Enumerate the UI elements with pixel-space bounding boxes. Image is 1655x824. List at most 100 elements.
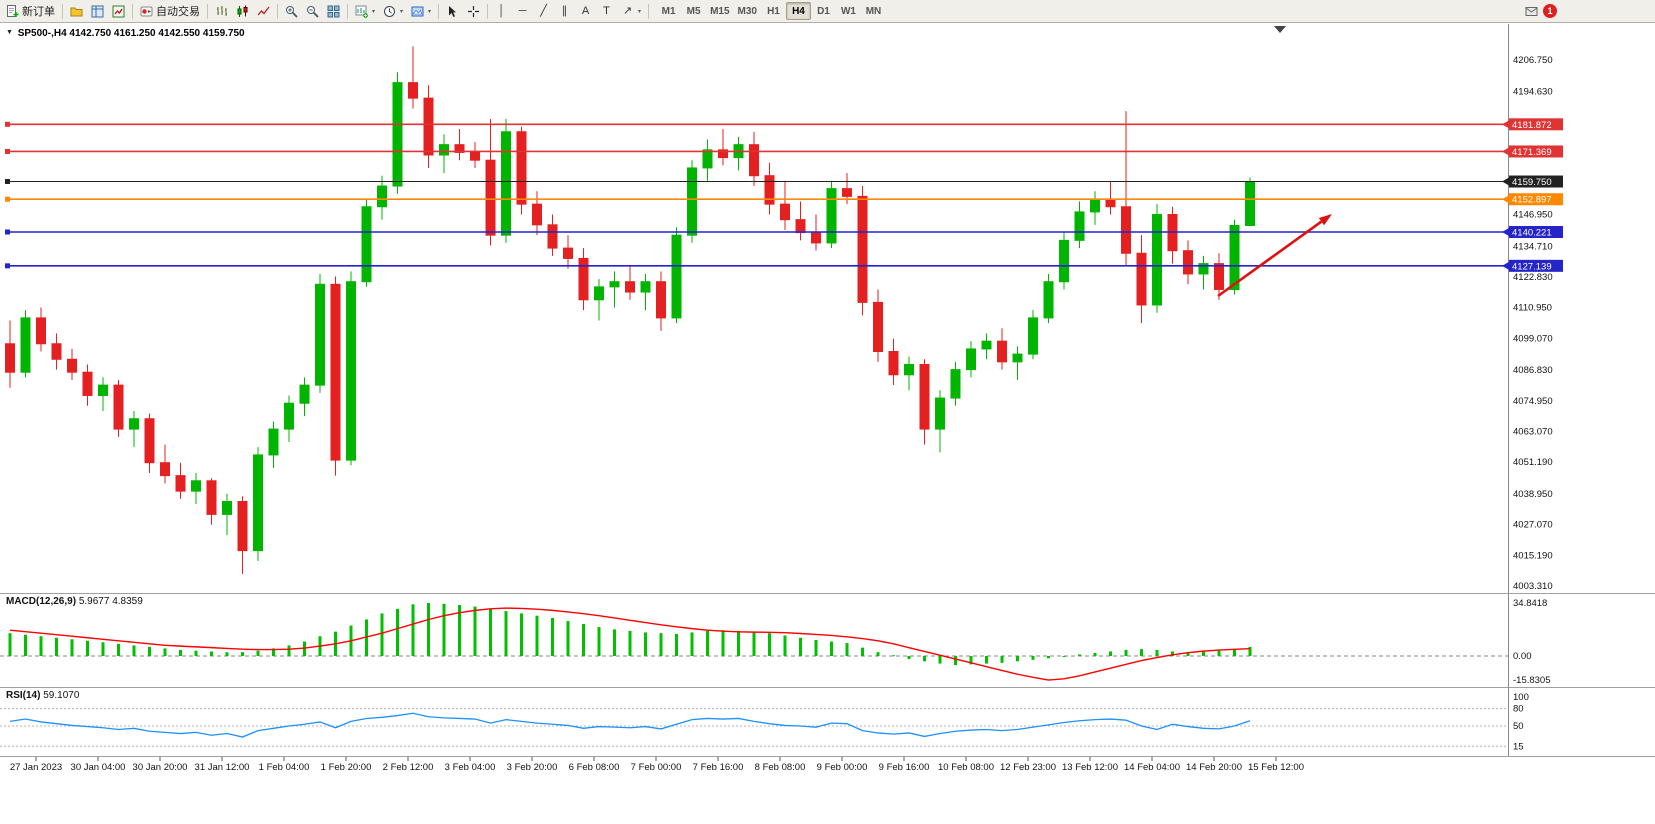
- dropdown-caret-icon[interactable]: ▾: [400, 8, 404, 15]
- line-chart-button[interactable]: [253, 1, 274, 21]
- tile-windows-button[interactable]: [323, 1, 344, 21]
- navigator-icon: [112, 5, 125, 17]
- macd-indicator-label: MACD(12,26,9) 5.9677 4.8359: [6, 596, 143, 607]
- timeframe-h1-button[interactable]: H1: [761, 2, 786, 20]
- price-axis-label: 4110.950: [1513, 303, 1552, 314]
- market-watch-icon: [91, 5, 104, 17]
- price-axis-label: 4003.310: [1513, 581, 1553, 592]
- zoom-out-button[interactable]: [302, 1, 323, 21]
- svg-text:4171.369: 4171.369: [1512, 147, 1552, 158]
- macd-signal-line: [9, 607, 1251, 681]
- folder-icon: [70, 7, 83, 16]
- rsi-axis-label: 100: [1513, 692, 1529, 703]
- time-axis-label: 30 Jan 04:00: [71, 762, 126, 773]
- price-axis-label: 4206.750: [1513, 55, 1553, 66]
- new-order-icon: [7, 4, 19, 17]
- auto-trading-button[interactable]: 自动交易: [136, 1, 204, 21]
- clock-icon: [384, 5, 396, 17]
- time-axis-label: 7 Feb 16:00: [693, 762, 744, 773]
- rsi-axis-label: 50: [1513, 721, 1524, 732]
- trend-line-icon: ╱: [540, 4, 547, 17]
- dropdown-caret-icon[interactable]: ▾: [428, 8, 432, 15]
- toolbar-separator: [207, 3, 208, 19]
- macd-axis-label: 0.00: [1513, 651, 1532, 662]
- time-axis-label: 31 Jan 12:00: [195, 762, 250, 773]
- svg-text:4159.750: 4159.750: [1512, 177, 1552, 188]
- new-chart-button[interactable]: ▾: [351, 1, 379, 21]
- timeframe-mn-button[interactable]: MN: [861, 2, 886, 20]
- timeframe-d1-button[interactable]: D1: [811, 2, 836, 20]
- label-tool-button[interactable]: T: [596, 1, 617, 21]
- text-tool-icon: A: [581, 4, 590, 17]
- notification-badge[interactable]: 1: [1543, 4, 1557, 18]
- ohlc-values: 4142.750 4161.250 4142.550 4159.750: [69, 28, 245, 39]
- chart-shift-marker[interactable]: [1274, 26, 1286, 33]
- price-hline-4152.897-handle[interactable]: [5, 196, 10, 202]
- price-hline-4181.872-handle[interactable]: [5, 121, 10, 127]
- price-axis-label: 4099.070: [1513, 333, 1553, 344]
- price-hline-4127.139-handle[interactable]: [5, 263, 10, 269]
- timeframe-m5-button[interactable]: M5: [681, 2, 706, 20]
- price-tag-4140.221: 4140.221: [1502, 226, 1563, 239]
- line-chart-icon: [257, 6, 270, 15]
- templates-button[interactable]: ▾: [407, 1, 435, 21]
- market-watch-button[interactable]: [87, 1, 108, 21]
- trend-line-button[interactable]: ╱: [533, 1, 554, 21]
- price-hline-4171.369-handle[interactable]: [5, 148, 10, 154]
- periods-button[interactable]: ▾: [379, 1, 407, 21]
- svg-text:4181.872: 4181.872: [1512, 120, 1552, 131]
- text-tool-button[interactable]: A: [575, 1, 596, 21]
- time-axis-label: 1 Feb 20:00: [321, 762, 372, 773]
- timeframe-m15-button[interactable]: M15: [706, 2, 733, 20]
- bid-price-line-handle[interactable]: [5, 179, 10, 185]
- price-tag-4171.369: 4171.369: [1502, 145, 1563, 158]
- time-axis-label: 3 Feb 04:00: [445, 762, 496, 773]
- new-order-button[interactable]: 新订单: [2, 1, 59, 21]
- auto-trading-label: 自动交易: [156, 6, 200, 18]
- price-hline-4140.221-handle[interactable]: [5, 229, 10, 235]
- bar-chart-button[interactable]: [211, 1, 232, 21]
- crosshair-icon: [468, 5, 480, 17]
- charts-profile-button[interactable]: [66, 1, 87, 21]
- bar-chart-icon: [217, 5, 227, 16]
- toolbar-separator: [277, 3, 278, 19]
- new-order-label: 新订单: [22, 6, 55, 18]
- rsi-line: [9, 712, 1251, 738]
- dropdown-caret-icon[interactable]: ▾: [638, 8, 642, 15]
- svg-text:4140.221: 4140.221: [1512, 228, 1552, 239]
- price-axis-label: 4051.190: [1513, 457, 1553, 468]
- macd-signal-value: 4.8359: [112, 596, 143, 607]
- arrows-tool-button[interactable]: ↗ ▾: [617, 1, 645, 21]
- timeframe-h4-button[interactable]: H4: [785, 2, 811, 20]
- symbol-period-label: SP500-,H4: [17, 28, 67, 39]
- macd-axis-label: 34.8418: [1513, 598, 1547, 609]
- crosshair-button[interactable]: [463, 1, 484, 21]
- template-icon: [411, 6, 424, 16]
- messages-icon[interactable]: [1525, 5, 1538, 18]
- price-tag-4181.872: 4181.872: [1502, 118, 1563, 131]
- trend-arrow-annotation[interactable]: [1217, 214, 1332, 298]
- time-axis-label: 9 Feb 16:00: [879, 762, 930, 773]
- price-tag-4152.897: 4152.897: [1502, 193, 1563, 206]
- timeframe-m1-button[interactable]: M1: [656, 2, 681, 20]
- timeframe-m30-button[interactable]: M30: [734, 2, 761, 20]
- price-axis-label: 4122.830: [1513, 272, 1553, 283]
- time-axis-label: 30 Jan 20:00: [133, 762, 188, 773]
- horizontal-line-button[interactable]: ─: [512, 1, 533, 21]
- price-axis-label: 4134.710: [1513, 241, 1553, 252]
- channel-button[interactable]: ∥: [554, 1, 575, 21]
- navigator-button[interactable]: [108, 1, 129, 21]
- symbol-dropdown-icon[interactable]: ▼: [6, 29, 13, 36]
- time-axis-label: 15 Feb 12:00: [1248, 762, 1304, 773]
- cursor-button[interactable]: [442, 1, 463, 21]
- macd-axis-label: -15.8305: [1513, 675, 1551, 686]
- timeframe-w1-button[interactable]: W1: [836, 2, 861, 20]
- vertical-line-button[interactable]: │: [491, 1, 512, 21]
- toolbar-separator: [487, 3, 489, 19]
- zoom-in-button[interactable]: [281, 1, 302, 21]
- dropdown-caret-icon[interactable]: ▾: [372, 8, 376, 15]
- rsi-indicator-label: RSI(14) 59.1070: [6, 690, 79, 701]
- candlestick-button[interactable]: [232, 1, 253, 21]
- time-axis-label: 2 Feb 12:00: [383, 762, 434, 773]
